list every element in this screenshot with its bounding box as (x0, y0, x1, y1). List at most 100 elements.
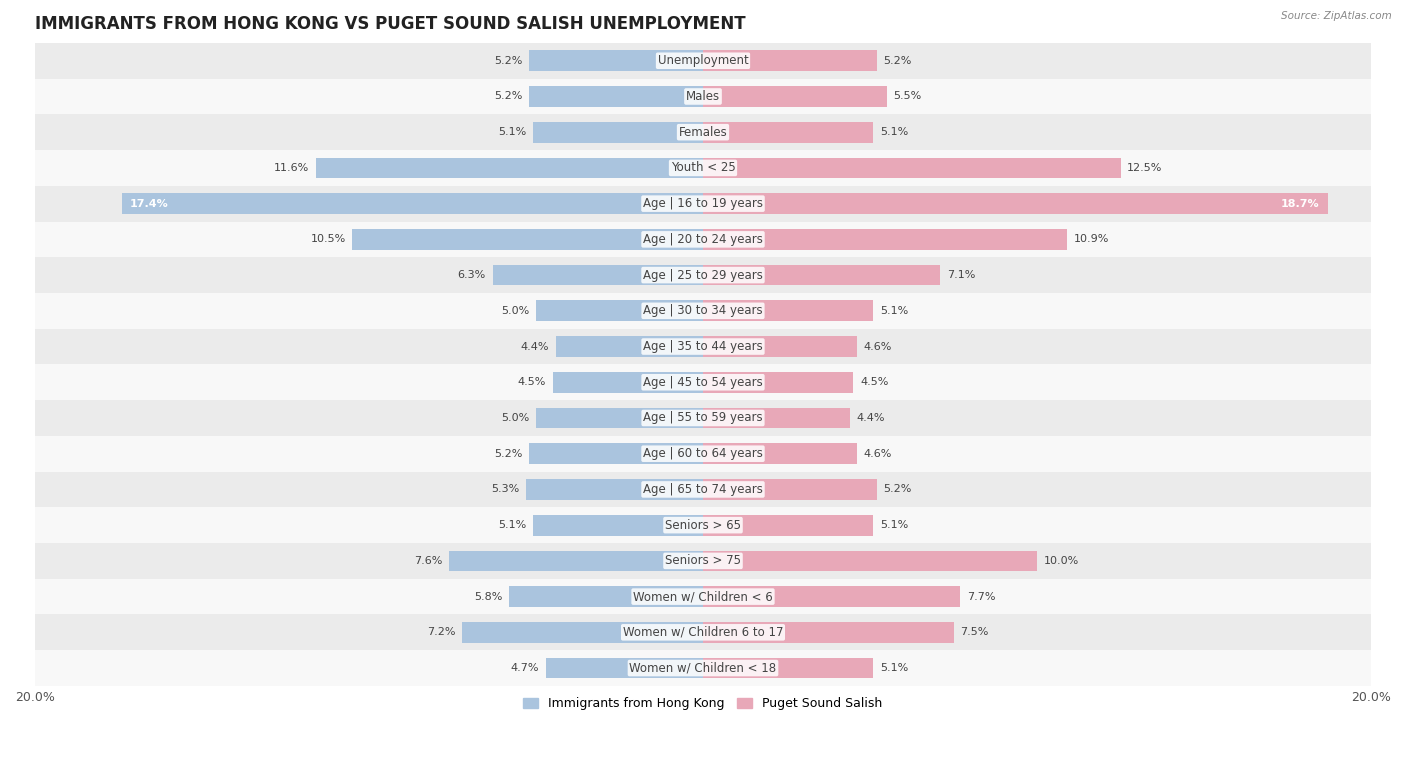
Bar (35, 293, 1371, 329)
Text: 11.6%: 11.6% (274, 163, 309, 173)
Bar (35, 615, 1371, 650)
Bar (703, 229, 1067, 250)
Bar (529, 51, 703, 71)
Text: 5.1%: 5.1% (880, 663, 908, 673)
Text: 4.4%: 4.4% (520, 341, 550, 351)
Text: 17.4%: 17.4% (131, 198, 169, 209)
Bar (35, 543, 1371, 579)
Bar (546, 658, 703, 678)
Bar (35, 257, 1371, 293)
Bar (703, 407, 851, 428)
Text: 5.1%: 5.1% (498, 127, 526, 137)
Bar (35, 43, 1371, 79)
Bar (703, 301, 873, 321)
Bar (35, 364, 1371, 400)
Bar (703, 193, 1327, 214)
Bar (35, 114, 1371, 150)
Bar (35, 650, 1371, 686)
Text: Females: Females (679, 126, 727, 139)
Text: 5.1%: 5.1% (880, 306, 908, 316)
Bar (553, 372, 703, 393)
Text: 4.6%: 4.6% (863, 341, 891, 351)
Text: Age | 20 to 24 years: Age | 20 to 24 years (643, 233, 763, 246)
Bar (492, 265, 703, 285)
Text: 18.7%: 18.7% (1281, 198, 1319, 209)
Text: 4.7%: 4.7% (510, 663, 540, 673)
Text: 6.3%: 6.3% (457, 270, 486, 280)
Text: 10.5%: 10.5% (311, 235, 346, 245)
Bar (536, 407, 703, 428)
Bar (703, 86, 887, 107)
Text: Age | 65 to 74 years: Age | 65 to 74 years (643, 483, 763, 496)
Text: 4.4%: 4.4% (856, 413, 886, 423)
Bar (703, 122, 873, 142)
Text: 5.1%: 5.1% (498, 520, 526, 530)
Text: Youth < 25: Youth < 25 (671, 161, 735, 174)
Bar (353, 229, 703, 250)
Bar (35, 222, 1371, 257)
Text: Age | 35 to 44 years: Age | 35 to 44 years (643, 340, 763, 353)
Bar (536, 301, 703, 321)
Text: Age | 55 to 59 years: Age | 55 to 59 years (643, 412, 763, 425)
Bar (35, 436, 1371, 472)
Text: 5.2%: 5.2% (883, 484, 911, 494)
Bar (526, 479, 703, 500)
Text: Age | 45 to 54 years: Age | 45 to 54 years (643, 375, 763, 389)
Bar (35, 507, 1371, 543)
Bar (35, 150, 1371, 185)
Text: 5.8%: 5.8% (474, 592, 502, 602)
Text: Women w/ Children < 6: Women w/ Children < 6 (633, 590, 773, 603)
Bar (703, 479, 877, 500)
Text: 5.2%: 5.2% (495, 56, 523, 66)
Text: 5.1%: 5.1% (880, 520, 908, 530)
Bar (703, 515, 873, 535)
Text: Males: Males (686, 90, 720, 103)
Bar (463, 622, 703, 643)
Text: 7.7%: 7.7% (967, 592, 995, 602)
Text: Women w/ Children 6 to 17: Women w/ Children 6 to 17 (623, 626, 783, 639)
Text: 7.1%: 7.1% (946, 270, 976, 280)
Text: 5.0%: 5.0% (501, 413, 529, 423)
Bar (703, 51, 877, 71)
Text: 7.6%: 7.6% (415, 556, 443, 566)
Bar (555, 336, 703, 357)
Text: Age | 60 to 64 years: Age | 60 to 64 years (643, 447, 763, 460)
Bar (529, 444, 703, 464)
Text: 5.1%: 5.1% (880, 127, 908, 137)
Bar (35, 329, 1371, 364)
Bar (35, 79, 1371, 114)
Bar (703, 336, 856, 357)
Text: 10.0%: 10.0% (1043, 556, 1078, 566)
Bar (703, 265, 941, 285)
Bar (703, 372, 853, 393)
Text: 5.2%: 5.2% (495, 449, 523, 459)
Text: 4.6%: 4.6% (863, 449, 891, 459)
Text: Source: ZipAtlas.com: Source: ZipAtlas.com (1281, 11, 1392, 21)
Bar (35, 185, 1371, 222)
Text: 10.9%: 10.9% (1074, 235, 1109, 245)
Text: 7.5%: 7.5% (960, 628, 988, 637)
Bar (315, 157, 703, 179)
Text: IMMIGRANTS FROM HONG KONG VS PUGET SOUND SALISH UNEMPLOYMENT: IMMIGRANTS FROM HONG KONG VS PUGET SOUND… (35, 15, 745, 33)
Text: Age | 30 to 34 years: Age | 30 to 34 years (643, 304, 763, 317)
Text: 5.2%: 5.2% (495, 92, 523, 101)
Bar (533, 122, 703, 142)
Bar (703, 444, 856, 464)
Bar (703, 586, 960, 607)
Bar (703, 622, 953, 643)
Text: Women w/ Children < 18: Women w/ Children < 18 (630, 662, 776, 674)
Bar (703, 550, 1038, 572)
Text: 4.5%: 4.5% (517, 377, 546, 388)
Text: Age | 16 to 19 years: Age | 16 to 19 years (643, 197, 763, 210)
Text: Seniors > 75: Seniors > 75 (665, 554, 741, 568)
Text: 7.2%: 7.2% (427, 628, 456, 637)
Text: Unemployment: Unemployment (658, 55, 748, 67)
Text: 5.5%: 5.5% (893, 92, 922, 101)
Legend: Immigrants from Hong Kong, Puget Sound Salish: Immigrants from Hong Kong, Puget Sound S… (519, 692, 887, 715)
Bar (529, 86, 703, 107)
Text: 12.5%: 12.5% (1128, 163, 1163, 173)
Bar (35, 472, 1371, 507)
Bar (449, 550, 703, 572)
Bar (533, 515, 703, 535)
Bar (122, 193, 703, 214)
